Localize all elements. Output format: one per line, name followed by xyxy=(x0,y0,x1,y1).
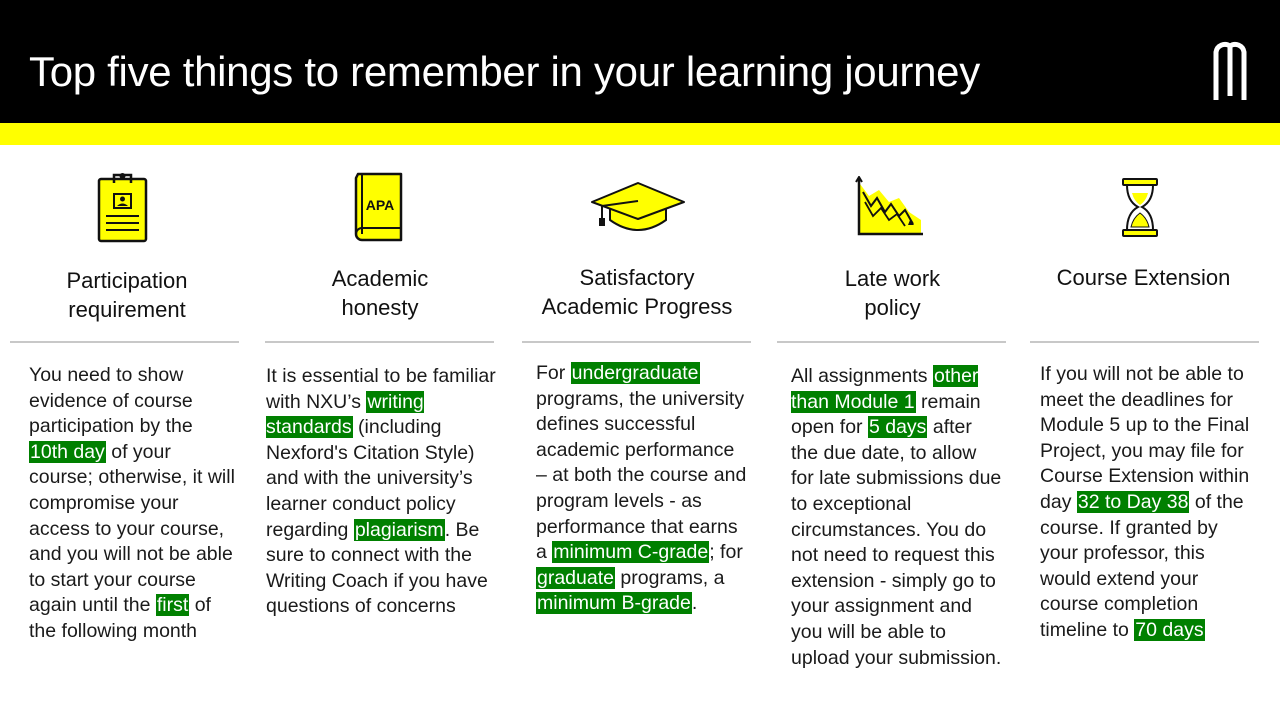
divider xyxy=(522,341,751,343)
late-work-heading: Late work policy xyxy=(778,264,1007,322)
heading-line: policy xyxy=(864,295,921,320)
graduation-cap-icon xyxy=(591,182,685,231)
body-text: after the due date, to allow for late su… xyxy=(791,416,1002,669)
academic-honesty-heading: Academic honesty xyxy=(266,264,494,322)
body-text: programs, a xyxy=(614,566,725,589)
body-text: All assignments xyxy=(791,365,933,387)
body-text: . Be sure to connect with the Writing Co… xyxy=(266,518,488,618)
header-bar xyxy=(0,0,1280,123)
body-text: It is essential to be familiar with NXU’… xyxy=(266,365,496,413)
hourglass-icon xyxy=(1122,178,1158,237)
clipboard-icon xyxy=(97,173,148,243)
apa-book-icon: APA xyxy=(354,172,403,242)
body-text: of your course; otherwise, it will compr… xyxy=(29,440,235,617)
satisfactory-progress-heading: Satisfactory Academic Progress xyxy=(522,263,752,321)
course-extension-body: If you will not be able to meet the dead… xyxy=(1040,362,1255,644)
accent-stripe xyxy=(0,123,1280,145)
body-text: ; for xyxy=(709,541,743,564)
course-extension-heading: Course Extension xyxy=(1029,263,1258,292)
body-text: If you will not be able to meet the dead… xyxy=(1040,363,1250,513)
nexford-logo xyxy=(1213,41,1247,100)
body-text: . xyxy=(691,592,698,615)
highlighted-text: undergraduate xyxy=(570,362,700,384)
body-text: (including Nexford's Citation Style) and… xyxy=(266,416,475,541)
late-work-body: All assignments other than Module 1 rema… xyxy=(791,364,1003,671)
body-text: programs, the university defines success… xyxy=(536,387,747,564)
highlighted-text: 10th day xyxy=(29,440,106,463)
declining-chart-icon xyxy=(855,176,923,236)
heading-line: honesty xyxy=(341,295,419,320)
heading-line: Satisfactory xyxy=(579,265,695,290)
participation-body: You need to show evidence of course part… xyxy=(29,363,236,645)
page-title: Top five things to remember in your lear… xyxy=(29,48,980,95)
body-text: You need to show evidence of course part… xyxy=(29,364,193,438)
body-text: remain open for xyxy=(791,390,981,439)
body-text: of the following month xyxy=(29,594,211,642)
highlighted-text: minimum B-grade xyxy=(536,592,692,615)
highlighted-text: 32 to Day 38 xyxy=(1076,490,1190,513)
highlighted-text: first xyxy=(155,594,190,617)
highlighted-text: 70 days xyxy=(1134,618,1205,641)
divider xyxy=(265,341,494,343)
academic-honesty-body: It is essential to be familiar with NXU’… xyxy=(266,364,496,620)
apa-label: APA xyxy=(366,197,395,213)
heading-line: Late work xyxy=(844,266,941,291)
highlighted-text: graduate xyxy=(536,566,615,589)
heading-line: requirement xyxy=(68,297,186,322)
heading-line: Participation xyxy=(66,268,188,293)
satisfactory-progress-body: For undergraduate programs, the universi… xyxy=(536,361,750,617)
heading-line: Academic Progress xyxy=(541,294,733,319)
divider xyxy=(777,341,1006,343)
body-text: For xyxy=(536,362,571,384)
divider xyxy=(1030,341,1259,343)
participation-heading: Participation requirement xyxy=(10,266,244,324)
heading-line: Course Extension xyxy=(1056,265,1231,290)
heading-line: Academic xyxy=(331,266,429,291)
body-text: of the course. If granted by your profes… xyxy=(1040,490,1244,641)
highlighted-text: minimum C-grade xyxy=(552,541,710,564)
highlighted-text: plagiarism xyxy=(353,518,445,541)
highlighted-text: 5 days xyxy=(867,416,928,439)
divider xyxy=(10,341,239,343)
